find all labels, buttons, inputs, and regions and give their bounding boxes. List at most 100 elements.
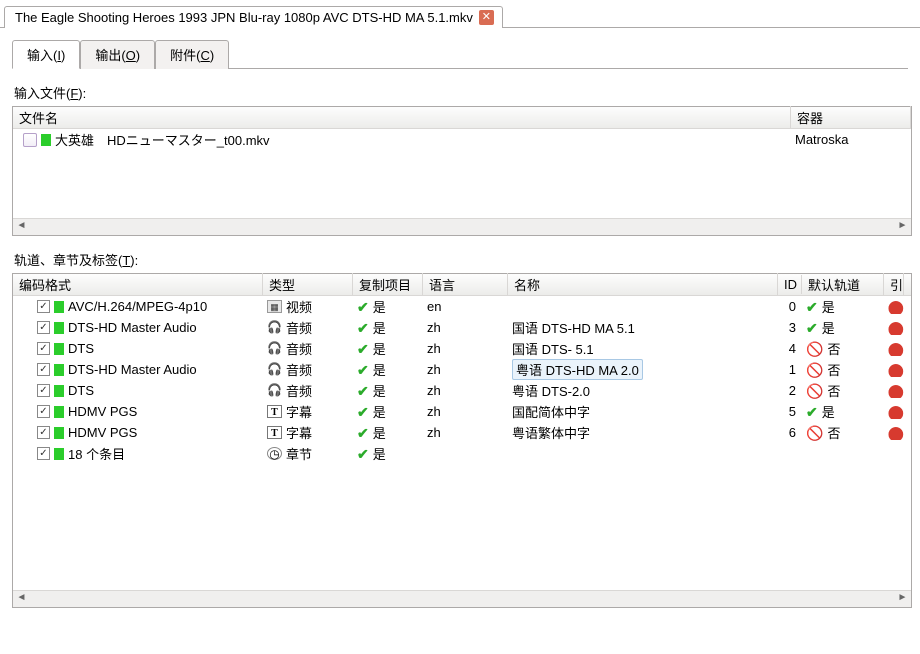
track-id: 6 [778,424,802,441]
track-row[interactable]: ✓18 个条目◷ 章节✔ 是 [13,443,911,464]
track-type: 音频 [286,360,312,379]
scroll-left-icon[interactable]: ◄ [13,592,30,607]
col-name[interactable]: 名称 [508,273,778,296]
file-grid-header: 文件名 容器 [13,107,911,129]
file-row[interactable]: 大英雄 HDニューマスター_t00.mkv Matroska [13,129,911,150]
track-id: 1 [778,361,802,378]
status-icon [54,322,64,334]
track-row[interactable]: ✓HDMV PGST 字幕✔ 是zh国配简体中字5✔ 是⬤ [13,401,911,422]
forbidden-icon: 🚫 [806,385,823,397]
track-row[interactable]: ✓DTS🎧 音频✔ 是zh国语 DTS- 5.14🚫 否⬤ [13,338,911,359]
track-checkbox[interactable]: ✓ [37,300,50,313]
file-container: Matroska [791,131,911,148]
track-checkbox[interactable]: ✓ [37,447,50,460]
check-icon: ✔ [357,448,369,460]
track-codec: DTS [68,383,94,398]
status-icon [54,406,64,418]
track-lang: zh [423,361,508,378]
track-id: 3 [778,319,802,336]
col-codec[interactable]: 编码格式 [13,273,263,296]
track-type: 音频 [286,381,312,400]
track-row[interactable]: ✓DTS-HD Master Audio🎧 音频✔ 是zh粤语 DTS-HD M… [13,359,911,380]
track-lang: en [423,298,508,315]
check-icon: ✔ [357,364,369,376]
status-icon [54,427,64,439]
col-extra[interactable]: 引 [884,273,904,296]
track-row[interactable]: ✓AVC/H.264/MPEG-4p10▦ 视频✔ 是en0✔ 是⬤ [13,296,911,317]
track-copy: 是 [373,297,386,316]
track-copy: 是 [373,360,386,379]
track-copy: 是 [373,423,386,442]
scroll-right-icon[interactable]: ► [894,220,911,235]
forbidden-icon: 🚫 [806,343,823,355]
file-tab[interactable]: The Eagle Shooting Heroes 1993 JPN Blu-r… [4,6,503,28]
track-copy: 是 [373,381,386,400]
file-grid-scrollbar[interactable]: ◄ ► [13,218,911,235]
col-id[interactable]: ID [778,275,802,294]
track-checkbox[interactable]: ✓ [37,342,50,355]
track-row[interactable]: ✓DTS🎧 音频✔ 是zh粤语 DTS-2.02🚫 否⬤ [13,380,911,401]
audio-icon: 🎧 [267,363,282,376]
file-tab-bar: The Eagle Shooting Heroes 1993 JPN Blu-r… [0,0,920,28]
track-type: 视频 [286,297,312,316]
video-icon: ▦ [267,300,282,313]
track-id: 5 [778,403,802,420]
track-grid-scrollbar[interactable]: ◄ ► [13,590,911,607]
scroll-right-icon[interactable]: ► [894,592,911,607]
track-codec: AVC/H.264/MPEG-4p10 [68,299,207,314]
sub-tabs: 输入(I) 输出(O) 附件(C) [12,40,908,69]
tab-output[interactable]: 输出(O) [80,40,155,69]
forbidden-icon: ⬤ [888,385,904,397]
track-checkbox[interactable]: ✓ [37,405,50,418]
track-codec: DTS-HD Master Audio [68,320,197,335]
subtitle-icon: T [267,405,282,418]
track-checkbox[interactable]: ✓ [37,384,50,397]
forbidden-icon: ⬤ [888,427,904,439]
track-codec: HDMV PGS [68,425,137,440]
track-type: 章节 [286,444,312,463]
check-icon: ✔ [806,322,818,334]
scroll-left-icon[interactable]: ◄ [13,220,30,235]
tab-attachments[interactable]: 附件(C) [155,40,229,69]
forbidden-icon: ⬤ [888,364,904,376]
audio-icon: 🎧 [267,384,282,397]
col-type[interactable]: 类型 [263,273,353,296]
tracks-label: 轨道、章节及标签(T): [14,250,916,269]
track-name: 国语 DTS- 5.1 [512,339,594,358]
status-icon [54,343,64,355]
track-row[interactable]: ✓HDMV PGST 字幕✔ 是zh粤语繁体中字6🚫 否⬤ [13,422,911,443]
track-id: 2 [778,382,802,399]
file-name: 大英雄 HDニューマスター_t00.mkv [55,130,270,149]
track-lang: zh [423,382,508,399]
track-type: 字幕 [286,423,312,442]
input-files-grid: 文件名 容器 大英雄 HDニューマスター_t00.mkv Matroska ◄ ► [12,106,912,236]
track-checkbox[interactable]: ✓ [37,321,50,334]
track-row[interactable]: ✓DTS-HD Master Audio🎧 音频✔ 是zh国语 DTS-HD M… [13,317,911,338]
track-copy: 是 [373,318,386,337]
col-copy[interactable]: 复制项目 [353,273,423,296]
forbidden-icon: ⬤ [888,406,904,418]
forbidden-icon: 🚫 [806,427,823,439]
status-icon [54,448,64,460]
forbidden-icon: ⬤ [888,322,904,334]
track-checkbox[interactable]: ✓ [37,363,50,376]
tab-input[interactable]: 输入(I) [12,40,80,69]
col-container[interactable]: 容器 [791,106,911,129]
forbidden-icon: ⬤ [888,343,904,355]
forbidden-icon: ⬤ [888,301,904,313]
track-type: 音频 [286,339,312,358]
col-language[interactable]: 语言 [423,273,508,296]
track-checkbox[interactable]: ✓ [37,426,50,439]
col-filename[interactable]: 文件名 [13,106,791,129]
check-icon: ✔ [357,322,369,334]
status-icon [54,364,64,376]
check-icon: ✔ [357,427,369,439]
col-default[interactable]: 默认轨道 [802,273,884,296]
track-name: 粤语 DTS-HD MA 2.0 [512,359,643,380]
check-icon: ✔ [806,406,818,418]
track-lang [423,453,508,455]
close-icon[interactable]: ✕ [479,10,494,25]
track-lang: zh [423,319,508,336]
tracks-grid: 编码格式 类型 复制项目 语言 名称 ID 默认轨道 引 ✓ AVC/H.264/… [12,273,912,608]
file-tab-title: The Eagle Shooting Heroes 1993 JPN Blu-r… [15,10,473,25]
